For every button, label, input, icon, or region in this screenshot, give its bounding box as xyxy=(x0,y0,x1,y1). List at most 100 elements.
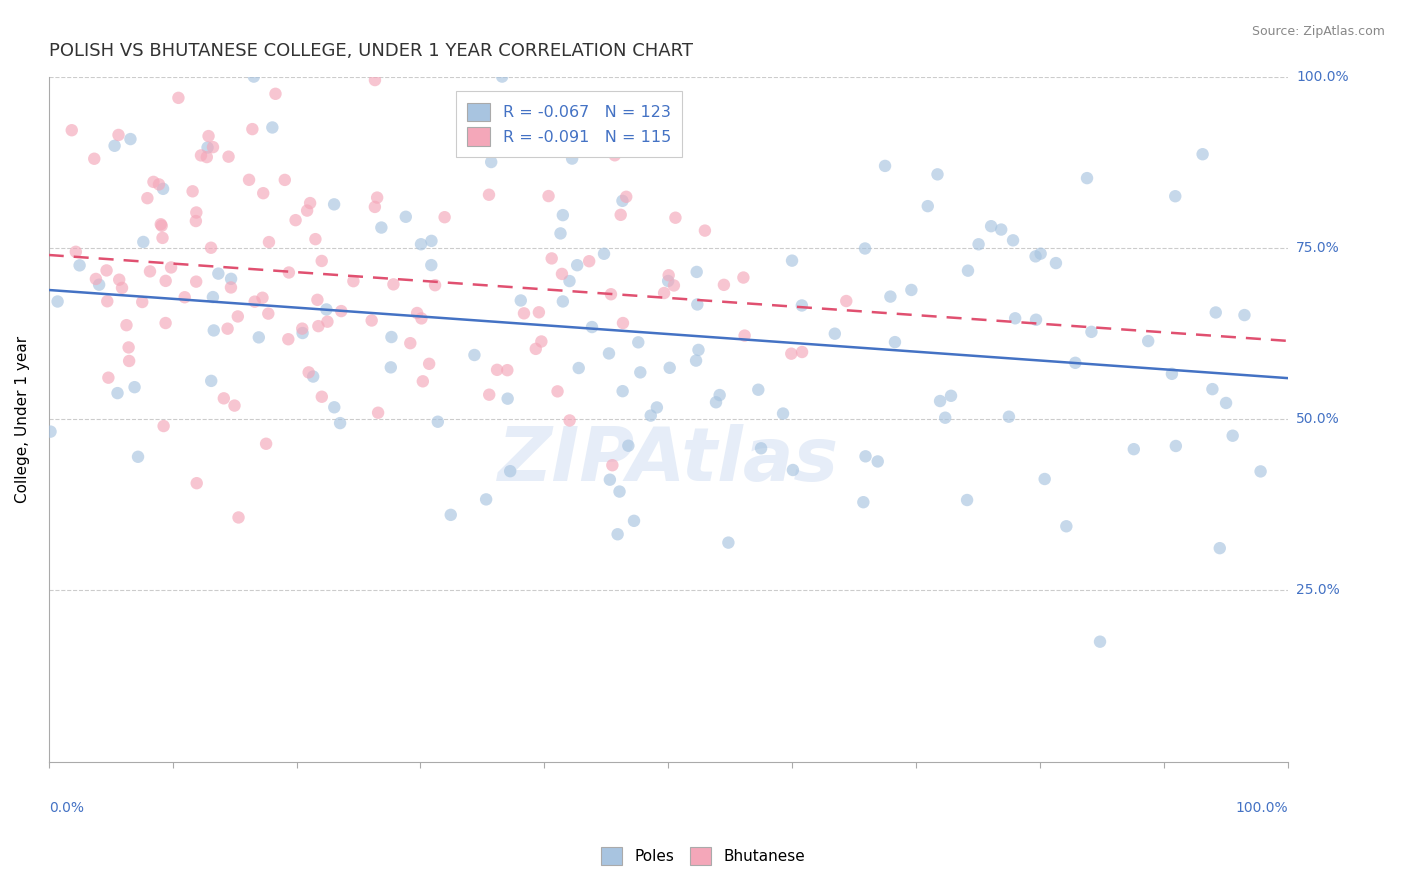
Point xyxy=(658,360,681,375)
Point xyxy=(277,265,299,279)
Point xyxy=(190,148,212,162)
Point xyxy=(364,200,387,214)
Point xyxy=(478,187,501,202)
Point xyxy=(980,219,1002,234)
Point xyxy=(547,384,569,399)
Point xyxy=(503,123,526,137)
Point xyxy=(873,159,896,173)
Point xyxy=(524,342,547,356)
Point xyxy=(329,416,352,430)
Point xyxy=(685,353,707,368)
Point xyxy=(658,268,681,283)
Point xyxy=(217,321,239,335)
Point xyxy=(1250,464,1272,478)
Point xyxy=(186,275,208,289)
Point xyxy=(884,335,907,350)
Point xyxy=(664,211,686,225)
Point xyxy=(200,374,222,388)
Point xyxy=(120,132,142,146)
Point xyxy=(612,194,634,208)
Point xyxy=(1076,171,1098,186)
Text: POLISH VS BHUTANESE COLLEGE, UNDER 1 YEAR CORRELATION CHART: POLISH VS BHUTANESE COLLEGE, UNDER 1 YEA… xyxy=(49,42,693,60)
Point xyxy=(693,224,716,238)
Point xyxy=(600,287,623,301)
Point xyxy=(107,128,129,142)
Point xyxy=(602,458,624,473)
Point xyxy=(1137,334,1160,348)
Point xyxy=(956,493,979,508)
Point xyxy=(967,237,990,252)
Point xyxy=(409,237,432,252)
Point xyxy=(247,330,270,344)
Point xyxy=(824,326,846,341)
Point xyxy=(934,410,956,425)
Point xyxy=(540,252,562,266)
Point xyxy=(578,254,600,268)
Point xyxy=(1191,147,1213,161)
Point xyxy=(173,290,195,304)
Point xyxy=(593,247,616,261)
Point xyxy=(426,415,449,429)
Point xyxy=(463,348,485,362)
Point xyxy=(186,476,208,491)
Point xyxy=(399,336,422,351)
Point xyxy=(617,439,640,453)
Point xyxy=(284,213,307,227)
Text: 75.0%: 75.0% xyxy=(1296,241,1340,255)
Point xyxy=(686,265,709,279)
Point xyxy=(478,387,501,401)
Point xyxy=(200,241,222,255)
Point xyxy=(420,258,443,272)
Point xyxy=(568,361,591,376)
Point xyxy=(257,235,280,249)
Point xyxy=(790,298,813,312)
Point xyxy=(212,392,235,406)
Point xyxy=(406,306,429,320)
Point xyxy=(39,425,62,439)
Point xyxy=(323,197,346,211)
Point xyxy=(342,274,364,288)
Point xyxy=(252,291,274,305)
Point xyxy=(623,514,645,528)
Point xyxy=(195,150,218,164)
Point xyxy=(835,293,858,308)
Point xyxy=(1205,305,1227,319)
Point xyxy=(1233,308,1256,322)
Point xyxy=(139,264,162,278)
Point xyxy=(782,463,804,477)
Point xyxy=(1004,311,1026,326)
Point xyxy=(132,235,155,249)
Point xyxy=(150,219,173,233)
Point xyxy=(97,370,120,384)
Point xyxy=(917,199,939,213)
Point xyxy=(496,363,519,377)
Point xyxy=(364,73,387,87)
Point xyxy=(197,129,219,144)
Point xyxy=(612,316,634,330)
Point xyxy=(302,369,325,384)
Point xyxy=(1222,428,1244,442)
Point xyxy=(1045,256,1067,270)
Point xyxy=(551,208,574,222)
Point xyxy=(108,273,131,287)
Point xyxy=(264,87,287,101)
Point xyxy=(734,328,756,343)
Point xyxy=(1033,472,1056,486)
Point xyxy=(433,210,456,224)
Point xyxy=(395,210,418,224)
Point xyxy=(929,394,952,409)
Point xyxy=(460,129,482,144)
Point xyxy=(609,484,631,499)
Point xyxy=(747,383,769,397)
Point xyxy=(291,326,314,340)
Point xyxy=(486,363,509,377)
Point xyxy=(551,294,574,309)
Legend: Poles, Bhutanese: Poles, Bhutanese xyxy=(595,841,811,871)
Point xyxy=(509,293,531,308)
Point xyxy=(749,442,772,456)
Text: 25.0%: 25.0% xyxy=(1296,583,1340,598)
Point xyxy=(1054,519,1077,533)
Point xyxy=(733,270,755,285)
Point xyxy=(713,277,735,292)
Point xyxy=(226,310,249,324)
